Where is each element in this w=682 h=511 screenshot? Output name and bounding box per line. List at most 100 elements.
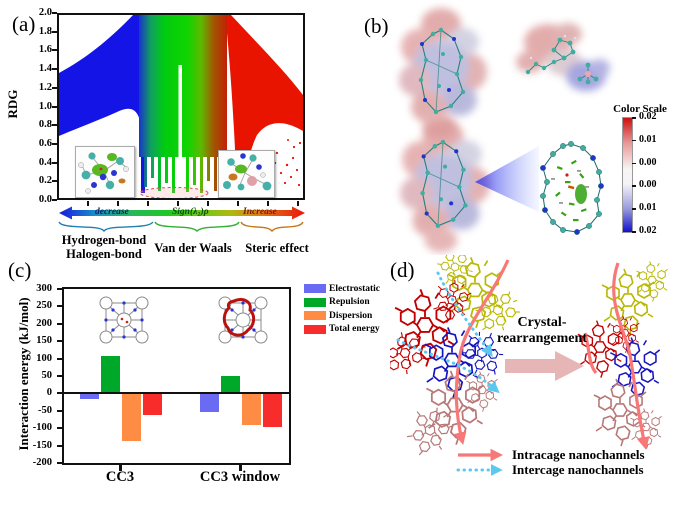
cage-interior-zoom-view <box>540 141 604 235</box>
crystal-cluster-after <box>578 261 668 448</box>
c-ytick-label: 0 <box>46 387 52 399</box>
nci-isosurface-inset-left <box>75 146 135 198</box>
rdg-ytick-label: 1.8 <box>38 25 52 37</box>
crystal-rearrangement-line2: rearrangement <box>497 331 587 347</box>
c-legend-label: Electrostatic <box>329 283 380 294</box>
rdg-ytick-mark <box>52 105 57 108</box>
c-ytick-mark <box>57 462 62 464</box>
c-y-axis-ticks: 300 250 200 150 100 50 0 -50 -100 -150 -200 <box>24 283 52 468</box>
c-legend-label: Total energy <box>329 324 380 335</box>
b-colorbar-tick-label: 0.02 <box>639 225 657 236</box>
c-category-label: CC3 window <box>199 469 281 485</box>
rdg-ytick-label: 0.2 <box>38 175 52 187</box>
panel-c-label: (c) <box>8 258 32 282</box>
sign-lambda-gradient-arrow <box>59 206 305 220</box>
c-legend-item: Dispersion <box>304 309 396 323</box>
panel-a-label: (a) <box>12 12 36 36</box>
c-category-tickmark <box>119 465 122 471</box>
b-colorbar-tick-label: 0.02 <box>639 111 657 122</box>
c-legend-item: Repulsion <box>304 296 396 310</box>
cc3-window-red-ring <box>222 298 256 337</box>
esp-surface-illustration <box>341 0 610 255</box>
c-ytick-label: 200 <box>36 317 52 329</box>
c-legend-swatch <box>304 324 326 334</box>
rdg-white-spike <box>178 65 182 198</box>
c-ytick-label: 100 <box>36 352 52 364</box>
rdg-ytick-label: 1.0 <box>38 100 52 112</box>
nci-isosurface-inset-right <box>218 150 275 198</box>
rdg-x-axis-tickmarks <box>59 201 303 206</box>
c-x-axis-tickmarks <box>62 465 291 471</box>
gradient-arrow-increase-label: Increase <box>243 207 277 217</box>
bar-dispersion-cc3 <box>122 393 141 442</box>
panel-b-label: (b) <box>364 14 389 38</box>
cc3-window-inset <box>212 292 274 348</box>
b-colorbar-title: Color Scale <box>613 103 667 115</box>
rdg-ytick-label: 1.6 <box>38 44 52 56</box>
ionic-liquid-with-esp-surface <box>516 23 610 91</box>
rdg-ytick-label: 0.8 <box>38 119 52 131</box>
c-ytick-label: -100 <box>32 422 52 434</box>
interaction-type-braces <box>58 221 304 233</box>
nci-molecule-right <box>223 153 272 191</box>
hydrogen-bond-text: Hydrogen-bond <box>61 233 147 247</box>
rdg-ytick-mark <box>52 86 57 89</box>
bar-total-energy-cc3-window <box>263 393 282 427</box>
rdg-ytick-mark <box>52 161 57 164</box>
c-ytick-mark <box>57 340 62 343</box>
b-colorbar-tickmark <box>632 208 636 210</box>
c-ytick-mark <box>57 444 62 447</box>
rdg-dashed-ellipse-annotation <box>139 187 209 198</box>
d-legend-arrow-glyphs <box>456 448 504 476</box>
rearrangement-arrow <box>505 351 584 381</box>
c-legend-label: Dispersion <box>329 310 373 321</box>
c-x-axis-categories: CC3 CC3 window <box>62 469 291 487</box>
rdg-ytick-mark <box>52 124 57 127</box>
c-ytick-label: -50 <box>38 404 52 416</box>
intracage-channel-arrows <box>453 259 650 450</box>
b-colorbar <box>622 117 633 233</box>
c-ytick-label: -150 <box>32 439 52 451</box>
rdg-ytick-label: 0.0 <box>38 194 52 205</box>
nci-molecule-left <box>78 152 129 194</box>
rdg-ytick-label: 2.0 <box>38 7 52 18</box>
rdg-ytick-mark <box>52 30 57 33</box>
c-category-tickmark <box>239 465 242 471</box>
rdg-ytick-mark <box>52 12 57 14</box>
crystal-rearrangement-line1: Crystal- <box>517 315 567 330</box>
gradient-arrow-center-label: Sign(λ₂)ρ <box>172 207 209 217</box>
panel-d-label: (d) <box>390 258 415 282</box>
c-legend: Electrostatic Repulsion Dispersion Total… <box>304 282 396 336</box>
c-ytick-mark <box>57 322 62 325</box>
b-colorbar-tickmark <box>632 117 636 119</box>
b-colorbar-tickmark <box>632 185 636 187</box>
c-ytick-mark <box>57 288 62 290</box>
crystal-rearrangement-label: Crystal- rearrangement <box>486 315 598 347</box>
cc3-cage-inset <box>95 292 153 348</box>
c-legend-item: Total energy <box>304 323 396 337</box>
bar-repulsion-cc3-window <box>221 376 240 394</box>
rdg-ytick-label: 1.2 <box>38 81 52 93</box>
bar-electrostatic-cc3 <box>80 393 99 400</box>
bar-series-area <box>64 289 289 463</box>
bar-repulsion-cc3 <box>101 356 120 394</box>
rdg-blue-region <box>59 15 155 193</box>
c-category-label: CC3 <box>105 469 135 485</box>
intracage-legend-label: Intracage nanochannels <box>512 447 645 462</box>
rdg-ytick-mark <box>52 49 57 52</box>
zoom-cone <box>475 146 539 212</box>
bar-dispersion-cc3-window <box>242 393 261 426</box>
bar-total-energy-cc3 <box>143 393 162 415</box>
c-ytick-mark <box>57 305 62 308</box>
cage-with-esp-surface-top <box>399 8 487 138</box>
c-legend-swatch <box>304 311 326 321</box>
c-legend-item: Electrostatic <box>304 282 396 296</box>
rdg-ytick-label: 1.4 <box>38 63 52 75</box>
rdg-ytick-label: 0.4 <box>38 156 52 168</box>
rdg-ytick-mark <box>52 199 57 201</box>
b-colorbar-tickmark <box>632 231 636 233</box>
rdg-ytick-mark <box>52 68 57 71</box>
c-ytick-mark <box>57 392 62 395</box>
c-ytick-mark <box>57 357 62 360</box>
